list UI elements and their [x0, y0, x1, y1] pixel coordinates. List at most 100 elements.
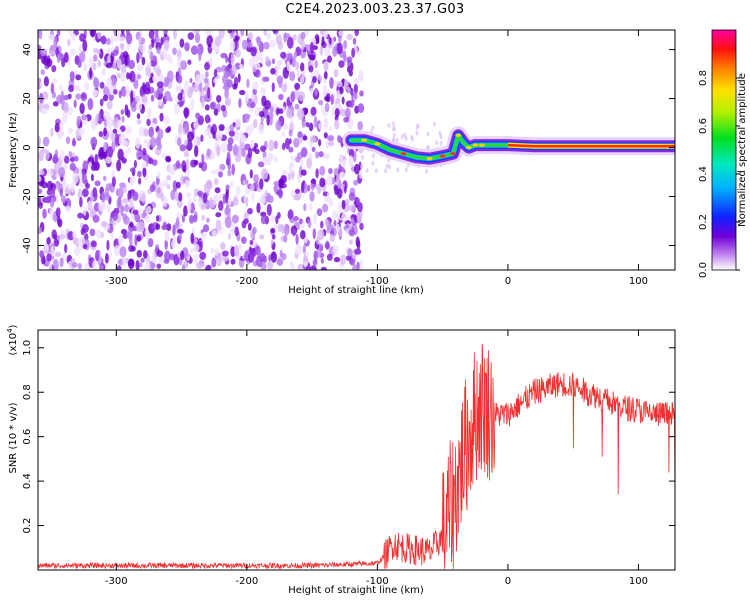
noise-speckle [210, 266, 218, 270]
colorbar: 0.0 0.2 0.4 0.6 0.8 Normalized spectral ampl… [698, 29, 748, 278]
noise-speckle [179, 38, 185, 48]
noise-speckle [309, 202, 313, 212]
noise-speckle [256, 255, 263, 268]
noise-speckle [266, 114, 270, 126]
noise-speckle [315, 151, 320, 159]
noise-speckle [326, 135, 334, 141]
noise-speckle [263, 41, 270, 50]
noise-speckle [353, 83, 358, 95]
noise-speckle [129, 175, 136, 185]
noise-speckle [384, 168, 388, 174]
noise-speckle [190, 45, 198, 55]
noise-speckle [106, 77, 113, 90]
noise-speckle [365, 168, 369, 174]
noise-speckle [89, 30, 97, 37]
noise-speckle [222, 194, 226, 205]
noise-speckle [45, 195, 50, 204]
noise-speckle [348, 155, 354, 165]
noise-speckle [299, 158, 303, 168]
noise-speckle [156, 250, 163, 257]
noise-speckle [264, 100, 271, 110]
noise-speckle [105, 252, 109, 264]
noise-speckle [318, 122, 323, 130]
noise-speckle [328, 198, 334, 208]
noise-speckle [220, 242, 226, 251]
noise-speckle [155, 42, 162, 51]
noise-speckle [234, 49, 241, 58]
noise-speckle [278, 178, 284, 189]
noise-speckle [139, 207, 143, 216]
signal-peak [465, 145, 472, 150]
noise-speckle [173, 103, 181, 115]
noise-speckle [246, 41, 253, 48]
noise-speckle [234, 41, 239, 50]
noise-speckle [228, 233, 231, 240]
noise-speckle [79, 50, 86, 63]
noise-speckle [193, 159, 199, 166]
noise-speckle [282, 106, 286, 113]
noise-speckle [260, 215, 267, 225]
noise-speckle [106, 47, 113, 54]
noise-speckle [243, 113, 251, 120]
noise-speckle [302, 135, 308, 141]
noise-speckle [219, 163, 226, 171]
noise-speckle [179, 144, 187, 152]
noise-speckle [293, 51, 298, 58]
noise-speckle [337, 81, 343, 88]
noise-speckle [146, 118, 151, 127]
signal-peak [450, 152, 457, 156]
noise-speckle [294, 103, 300, 110]
noise-speckle [216, 130, 223, 141]
noise-speckle [350, 217, 355, 225]
y-tick-label: 0.8 [22, 384, 33, 400]
noise-speckle [275, 215, 279, 225]
noise-speckle [248, 58, 255, 67]
noise-speckle [129, 70, 136, 83]
noise-speckle [340, 254, 347, 266]
noise-speckle [73, 84, 80, 91]
noise-speckle [166, 184, 171, 190]
noise-speckle [249, 169, 253, 179]
noise-speckle [92, 122, 96, 132]
noise-speckle [157, 128, 164, 140]
noise-speckle [178, 123, 183, 135]
noise-speckle [210, 169, 218, 175]
noise-speckle [100, 35, 107, 45]
noise-speckle [198, 81, 203, 93]
noise-speckle [79, 33, 86, 42]
noise-speckle [187, 32, 195, 40]
noise-speckle [249, 139, 255, 149]
noise-speckle [241, 134, 247, 143]
noise-speckle [101, 68, 106, 76]
noise-speckle [337, 135, 342, 143]
noise-speckle [103, 118, 108, 127]
noise-speckle [251, 93, 255, 100]
noise-speckle [336, 42, 343, 55]
noise-speckle [293, 138, 300, 148]
noise-speckle [310, 135, 316, 144]
noise-speckle [194, 32, 201, 44]
noise-speckle [205, 30, 210, 37]
noise-speckle [333, 219, 337, 227]
noise-speckle [45, 260, 50, 266]
noise-speckle [172, 224, 176, 236]
noise-speckle [163, 115, 170, 125]
noise-speckle [359, 169, 363, 179]
noise-speckle [247, 222, 252, 231]
noise-speckle [433, 121, 436, 127]
noise-speckle [193, 137, 198, 149]
noise-speckle [371, 153, 375, 159]
noise-speckle [106, 239, 110, 251]
noise-speckle [286, 52, 294, 60]
noise-speckle [164, 54, 172, 61]
noise-speckle [283, 32, 288, 43]
noise-speckle [231, 64, 237, 76]
noise-speckle [87, 98, 94, 111]
noise-speckle [135, 260, 140, 270]
noise-speckle [348, 229, 355, 237]
noise-speckle [234, 226, 239, 237]
noise-speckle [70, 181, 75, 193]
noise-speckle [285, 108, 293, 119]
noise-speckle [273, 180, 281, 186]
noise-speckle [298, 218, 303, 225]
